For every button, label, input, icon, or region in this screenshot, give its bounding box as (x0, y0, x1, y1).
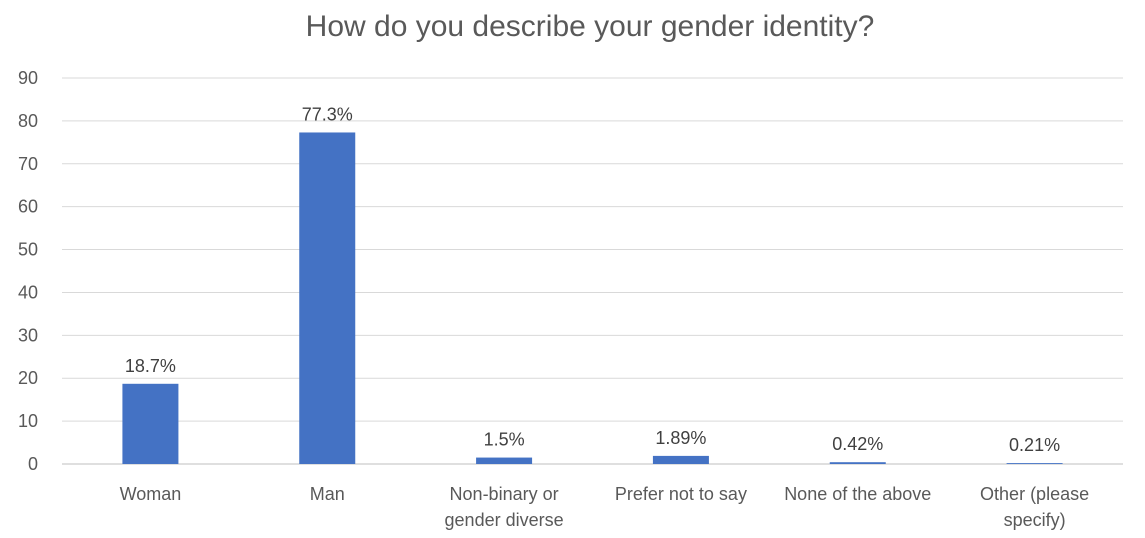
x-category-label-line: gender diverse (445, 510, 564, 530)
bar (829, 462, 886, 464)
bars (122, 132, 1063, 465)
x-category-label-line: Other (please (980, 484, 1089, 504)
bar (122, 383, 179, 464)
y-tick-label: 20 (18, 368, 38, 388)
x-category-label-line: Woman (120, 484, 182, 504)
gridlines (62, 77, 1123, 465)
y-axis-ticks: 0 10 20 30 40 50 60 70 80 90 (18, 68, 38, 474)
data-label: 0.42% (832, 434, 883, 454)
x-category-label: Man (310, 484, 345, 504)
x-category-label-line: Prefer not to say (615, 484, 747, 504)
chart-title: How do you describe your gender identity… (306, 10, 875, 43)
data-label: 77.3% (302, 104, 353, 124)
x-category-label: Non-binary or gender diverse (445, 484, 564, 530)
x-category-label-line: specify) (1004, 510, 1066, 530)
y-tick-label: 50 (18, 240, 38, 260)
y-tick-label: 90 (18, 68, 38, 88)
bar (299, 132, 356, 465)
data-label: 0.21% (1009, 435, 1060, 455)
x-category-label: Prefer not to say (615, 484, 747, 504)
y-tick-label: 10 (18, 411, 38, 431)
data-label: 1.89% (655, 428, 706, 448)
y-tick-label: 80 (18, 111, 38, 131)
bar (1006, 463, 1063, 464)
y-tick-label: 30 (18, 325, 38, 345)
data-label: 1.5% (484, 430, 525, 450)
y-tick-label: 40 (18, 282, 38, 302)
x-category-label: Woman (120, 484, 182, 504)
x-category-label-line: Non-binary or (450, 484, 559, 504)
bar (476, 457, 533, 464)
x-axis-categories: Woman Man Non-binary or gender diverse Prefe… (120, 484, 1090, 530)
y-tick-label: 70 (18, 154, 38, 174)
x-category-label: Other (please specify) (980, 484, 1089, 530)
y-tick-label: 60 (18, 197, 38, 217)
x-category-label-line: Man (310, 484, 345, 504)
data-labels: 18.7% 77.3% 1.5% 1.89% 0.42% 0.21% (125, 104, 1060, 455)
x-category-label-line: None of the above (784, 484, 931, 504)
y-tick-label: 0 (28, 454, 38, 474)
x-category-label: None of the above (784, 484, 931, 504)
bar (652, 455, 709, 464)
data-label: 18.7% (125, 356, 176, 376)
